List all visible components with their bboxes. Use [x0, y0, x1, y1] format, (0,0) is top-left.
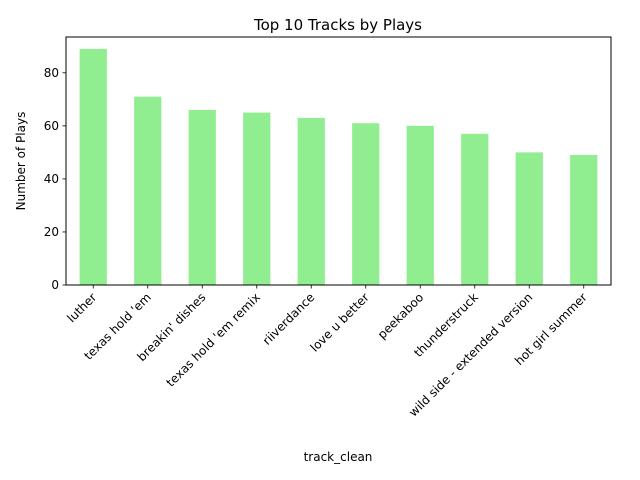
bar-4	[297, 117, 325, 285]
x-tick-label: peekaboo	[375, 290, 426, 341]
chart-title: Top 10 Tracks by Plays	[253, 16, 422, 34]
bar-9	[570, 155, 598, 285]
y-tick-label: 0	[51, 278, 59, 292]
x-tick-label: riiverdance	[260, 290, 318, 348]
y-tick-label: 80	[44, 66, 59, 80]
bar-5	[352, 123, 380, 285]
x-tick-label: luther	[64, 290, 99, 325]
bar-3	[243, 112, 271, 285]
x-tick-label: texas hold 'em remix	[164, 290, 263, 389]
bar-8	[515, 152, 543, 285]
plot-frame	[65, 36, 612, 286]
y-axis-label: Number of Plays	[14, 112, 28, 211]
y-tick-label: 40	[44, 172, 59, 186]
bar-1	[134, 96, 162, 286]
bar-2	[188, 109, 216, 285]
bar-6	[406, 125, 434, 285]
x-tick-label: love u better	[307, 290, 371, 354]
bar-7	[461, 133, 489, 285]
x-axis-label: track_clean	[304, 450, 373, 464]
bar-0	[79, 48, 107, 286]
y-tick-label: 20	[44, 225, 59, 239]
y-tick-label: 60	[44, 119, 59, 133]
